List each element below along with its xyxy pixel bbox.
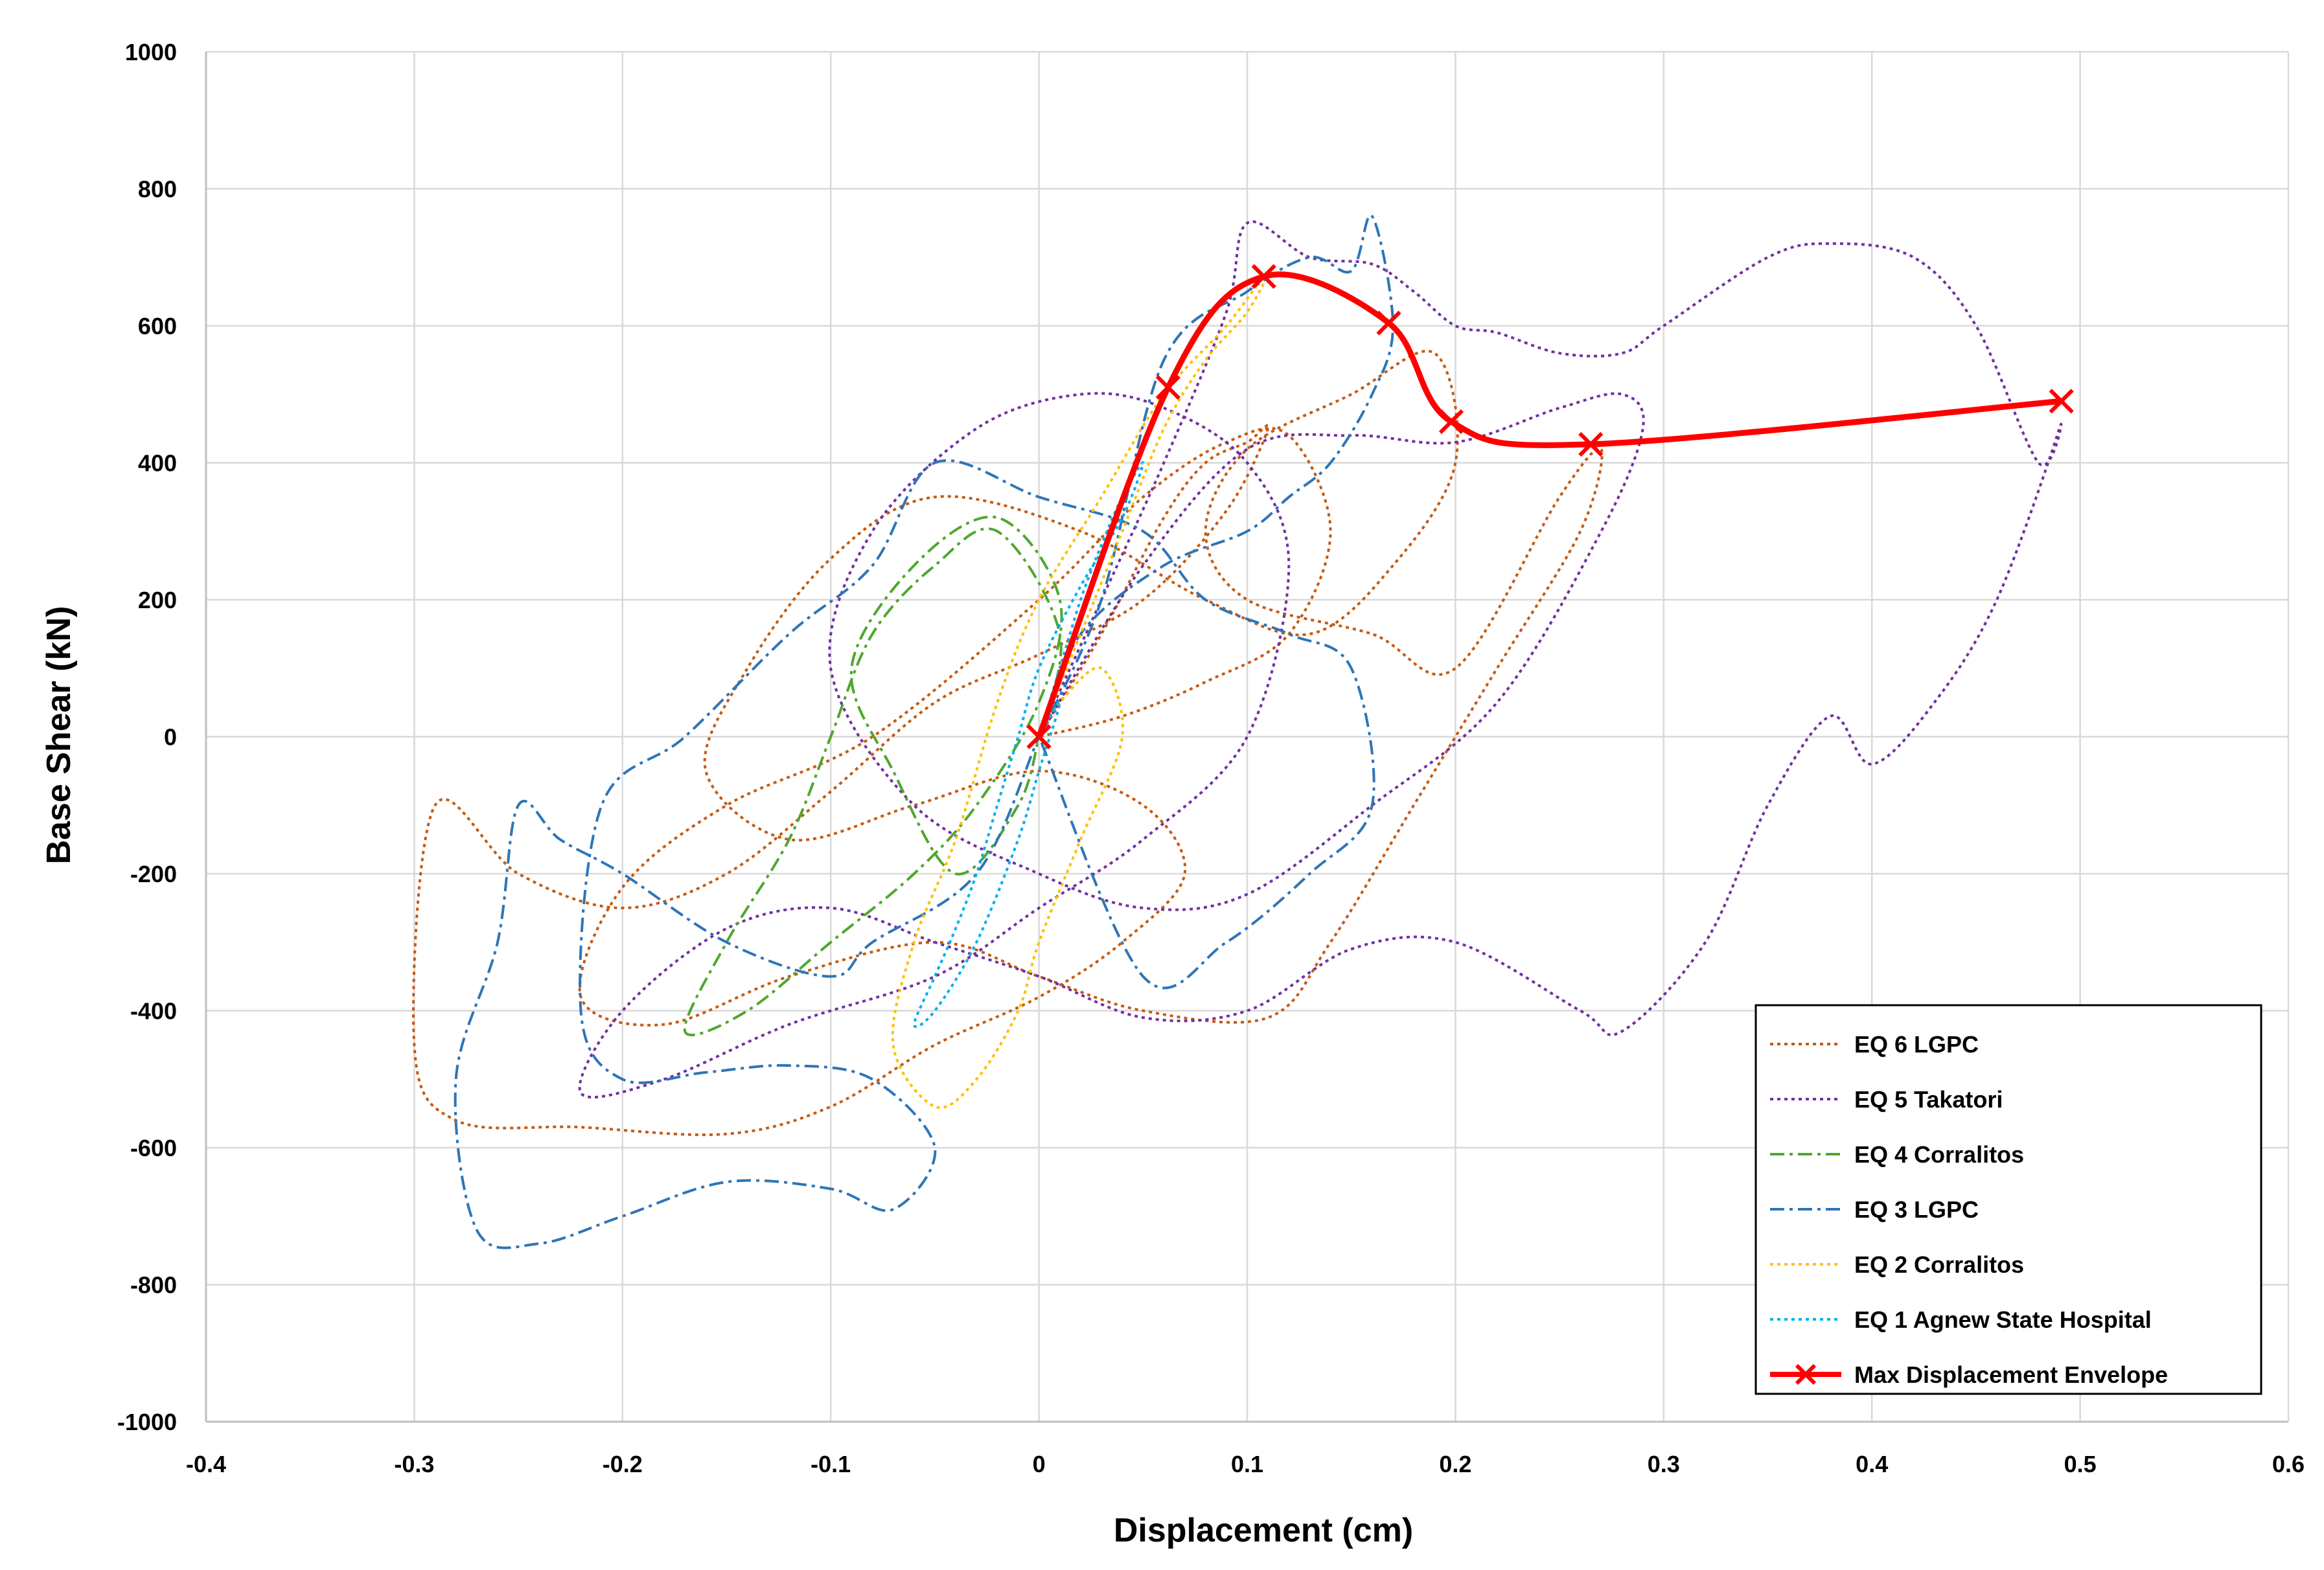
y-tick-label: 0 (164, 724, 177, 751)
legend-items: EQ 6 LGPC EQ 5 Takatori EQ 4 Corralitos EQ … (1770, 1031, 2168, 1388)
legend-label: EQ 4 Corralitos (1854, 1141, 2024, 1168)
legend-label: EQ 3 LGPC (1854, 1196, 1979, 1223)
y-tick-label: 800 (138, 176, 177, 203)
legend: EQ 6 LGPC EQ 5 Takatori EQ 4 Corralitos EQ … (1755, 1004, 2262, 1395)
y-tick-label: -200 (130, 861, 177, 887)
tick-labels: -1000 -800 -600 -400 -200 0 200 400 600 800 1000 -0… (117, 39, 2305, 1477)
legend-label: EQ 2 Corralitos (1854, 1251, 2024, 1278)
legend-item: EQ 2 Corralitos (1770, 1251, 2024, 1278)
legend-item: EQ 3 LGPC (1770, 1196, 1979, 1223)
series-line-eq-6-lgpc (412, 350, 1604, 1137)
legend-box (1755, 1004, 2262, 1395)
x-tick-label: -0.2 (603, 1451, 643, 1477)
y-tick-label: -600 (130, 1135, 177, 1161)
legend-label: EQ 1 Agnew State Hospital (1854, 1306, 2152, 1333)
x-tick-label: 0.4 (1856, 1451, 1888, 1477)
y-tick-label: -800 (130, 1272, 177, 1299)
x-tick-label: -0.1 (811, 1451, 851, 1477)
legend-marker (1795, 1363, 1817, 1385)
envelope-marker (1438, 409, 1464, 435)
marker-stroke (1376, 310, 1401, 336)
marker-stroke (1026, 724, 1052, 749)
envelope-markers (1026, 264, 2074, 749)
legend-item: EQ 4 Corralitos (1770, 1141, 2024, 1168)
marker-stroke (1155, 375, 1180, 400)
envelope-marker (1251, 264, 1276, 289)
x-tick-label: 0.2 (1439, 1451, 1471, 1477)
marker-stroke (1578, 431, 1604, 457)
legend-item: EQ 1 Agnew State Hospital (1770, 1306, 2152, 1333)
x-tick-label: 0.3 (1648, 1451, 1680, 1477)
x-tick-label: -0.4 (186, 1451, 226, 1477)
marker-stroke (2049, 389, 2074, 414)
y-axis-title: Base Shear (kN) (40, 606, 78, 865)
x-axis-title: Displacement (cm) (1114, 1512, 1413, 1549)
envelope-marker (1155, 375, 1180, 400)
series-line-eq-4-corralitos (683, 515, 1063, 1036)
marker-stroke (1251, 264, 1276, 289)
y-tick-label: -400 (130, 998, 177, 1025)
envelope-marker (1376, 310, 1401, 336)
x-tick-label: 0.5 (2064, 1451, 2097, 1477)
x-tick-label: 0.6 (2272, 1451, 2305, 1477)
y-tick-label: 400 (138, 450, 177, 477)
legend-label: EQ 6 LGPC (1854, 1031, 1979, 1058)
axes (205, 52, 2288, 1423)
x-tick-label: 0 (1033, 1451, 1046, 1477)
y-tick-label: 1000 (125, 39, 177, 65)
y-tick-label: -1000 (117, 1409, 177, 1435)
legend-item: EQ 5 Takatori (1770, 1086, 2003, 1113)
legend-item: EQ 6 LGPC (1770, 1031, 1979, 1058)
series-line-eq-3-lgpc (454, 214, 1394, 1249)
marker-stroke (1438, 409, 1464, 435)
x-tick-label: -0.3 (394, 1451, 434, 1477)
envelope-marker (1026, 724, 1052, 749)
legend-item: Max Displacement Envelope (1770, 1361, 2168, 1388)
series-line-eq-5-takatori (578, 220, 2063, 1098)
y-tick-label: 600 (138, 313, 177, 339)
envelope-marker (1578, 431, 1604, 457)
y-tick-label: 200 (138, 587, 177, 613)
legend-label: Max Displacement Envelope (1854, 1361, 2168, 1388)
x-tick-label: 0.1 (1231, 1451, 1263, 1477)
legend-label: EQ 5 Takatori (1854, 1086, 2003, 1113)
envelope-marker (2049, 389, 2074, 414)
